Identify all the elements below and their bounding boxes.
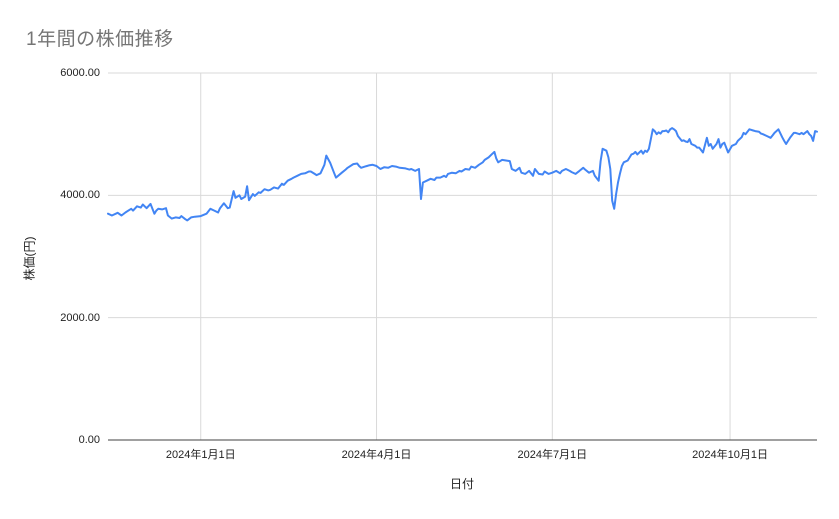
y-axis-title: 株価(円) (22, 236, 37, 281)
x-tick-label: 2024年10月1日 (692, 449, 768, 461)
chart-title: 1年間の株価推移 (26, 29, 174, 50)
y-tick-label: 4000.00 (60, 189, 100, 202)
x-tick-label: 2024年1月1日 (165, 449, 236, 461)
x-tick-label: 2024年4月1日 (341, 449, 412, 461)
y-tick-label: 6000.00 (60, 67, 100, 79)
price-line-series[interactable] (107, 127, 818, 222)
x-tick-label: 2024年7月1日 (517, 449, 588, 461)
y-tick-label: 2000.00 (60, 311, 100, 324)
y-tick-label: 0.00 (78, 434, 100, 446)
x-axis-title: 日付 (449, 477, 474, 491)
